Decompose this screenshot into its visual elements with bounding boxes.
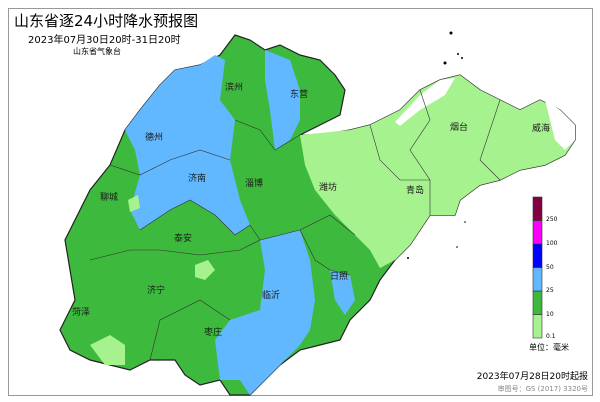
legend-label: 10	[546, 311, 554, 318]
legend-label: 250	[546, 216, 558, 223]
issue-time: 2023年07月28日20时起报	[476, 372, 588, 382]
no-rain-region	[545, 100, 575, 150]
legend-color-bar	[532, 196, 543, 339]
no-rain-region	[395, 78, 455, 126]
legend-swatch	[532, 290, 543, 315]
city-label-jining: 济宁	[147, 284, 165, 296]
rain-25-50-region	[215, 230, 315, 395]
legend-label: 0.1	[546, 333, 556, 340]
rain-0-10-region	[300, 75, 575, 268]
city-label-liaocheng: 聊城	[100, 191, 118, 203]
city-boundaries	[89, 89, 501, 361]
rain-0-10-region	[195, 260, 215, 280]
legend-swatch	[532, 220, 543, 245]
legend-swatch	[532, 243, 543, 268]
city-label-taian: 泰安	[174, 232, 192, 244]
city-label-dezhou: 德州	[145, 131, 163, 143]
city-label-weihai: 威海	[532, 122, 550, 134]
city-label-binzhou: 滨州	[225, 81, 243, 93]
legend-unit: 单位：毫米	[529, 343, 569, 352]
city-label-yantai: 烟台	[450, 121, 468, 133]
city-labels: 滨州 东营 德州 烟台 威海 济南 淄博 潍坊 青岛 聊城 泰安 日照 济宁 临…	[72, 81, 550, 338]
legend-swatch	[532, 267, 543, 292]
legend-label: 100	[546, 240, 558, 247]
city-label-dongying: 东营	[290, 88, 308, 100]
city-label-zaozhuang: 枣庄	[204, 326, 222, 338]
rain-25-50-region	[330, 270, 355, 315]
forecast-period: 2023年07月30日20时-31日20时	[28, 35, 181, 46]
city-label-zibo: 淄博	[245, 177, 263, 189]
city-label-jinan: 济南	[188, 172, 206, 184]
map-frame	[8, 8, 593, 396]
legend-label: 25	[546, 287, 554, 294]
rain-0-10-region	[90, 335, 125, 365]
legend-swatch	[532, 196, 543, 221]
legend-label: 50	[546, 264, 554, 271]
city-label-rizhao: 日照	[330, 271, 348, 282]
agency-name: 山东省气象台	[73, 47, 121, 56]
rain-25-50-region	[265, 50, 300, 150]
city-label-qingdao: 青岛	[406, 184, 424, 196]
rain-25-50-region	[125, 55, 250, 235]
map-review-number: 审图号：GS (2017) 3320号	[497, 385, 588, 393]
islands	[407, 31, 466, 259]
rain-0-10-region	[128, 195, 140, 212]
city-label-linyi: 临沂	[262, 289, 280, 301]
legend-swatch	[532, 314, 543, 339]
city-label-weifang: 潍坊	[319, 181, 337, 193]
city-label-heze: 菏泽	[72, 307, 90, 318]
map-title: 山东省逐24小时降水预报图	[14, 12, 199, 30]
